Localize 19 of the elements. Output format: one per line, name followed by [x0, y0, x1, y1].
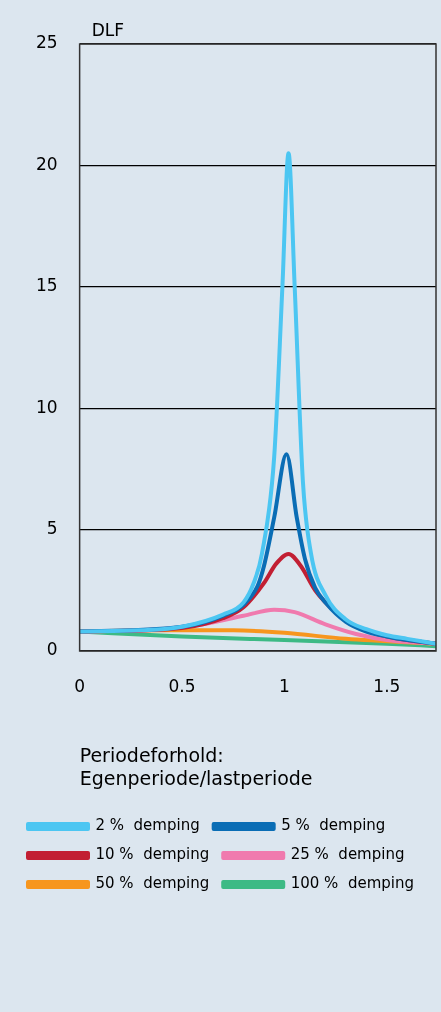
line-series [79, 151, 436, 646]
y-tick-label: 0 [46, 639, 58, 660]
x-tick-label: 0.5 [168, 675, 196, 696]
y-tick-label: 10 [35, 396, 58, 417]
legend-label: 10 % demping [95, 845, 210, 864]
x-axis-title: Periodeforhold: Egenperiode/lastperiode [79, 743, 313, 789]
legend-label: 100 % demping [290, 874, 414, 893]
y-tick-label: 25 [35, 32, 58, 53]
y-tick-label: 15 [35, 275, 58, 296]
legend-label: 50 % demping [95, 874, 210, 893]
legend-label: 5 % demping [281, 816, 386, 835]
x-tick-label: 0 [74, 675, 86, 696]
y-axis-title: DLF [91, 19, 124, 40]
legend-label: 2 % demping [95, 816, 200, 835]
y-tick-label: 5 [46, 518, 58, 539]
y-tick-label: 20 [35, 153, 58, 174]
x-tick-label: 1 [279, 675, 290, 696]
legend-label: 25 % demping [290, 845, 405, 864]
x-tick-label: 1.5 [373, 675, 401, 696]
